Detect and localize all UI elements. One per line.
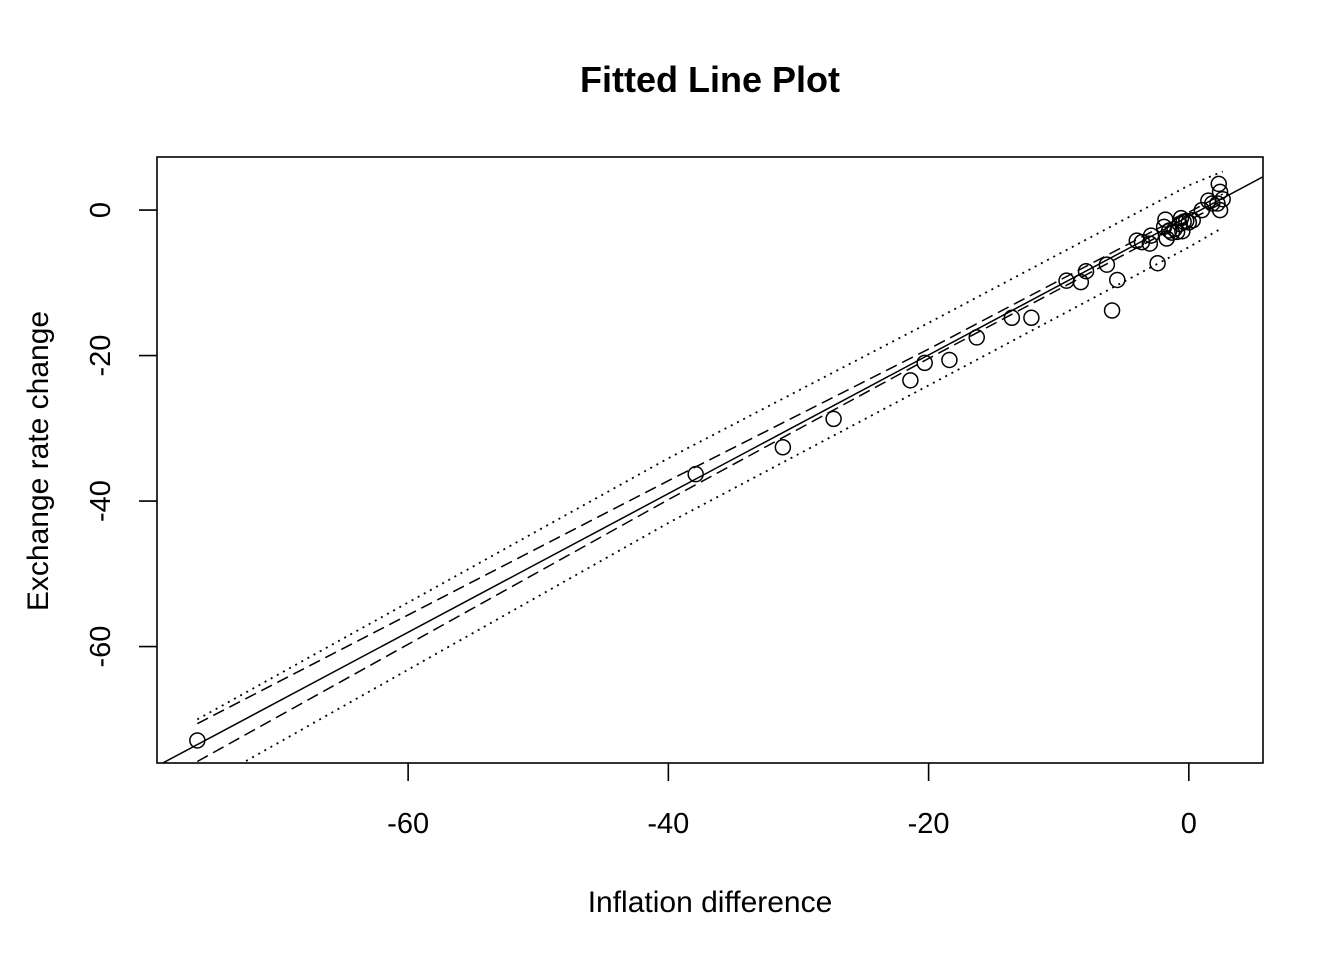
- y-tick-label: -20: [85, 335, 117, 377]
- data-point: [774, 439, 792, 456]
- data-point: [916, 354, 933, 372]
- data-point: [189, 732, 206, 749]
- data-point: [1214, 190, 1231, 208]
- data-point: [1210, 175, 1228, 193]
- data-point: [1103, 302, 1121, 319]
- data-point: [1023, 309, 1040, 327]
- data-point: [902, 372, 919, 389]
- x-axis-label: Inflation difference: [588, 886, 833, 919]
- data-point: [1133, 233, 1151, 251]
- data-point: [1077, 262, 1095, 280]
- data-point: [941, 351, 958, 369]
- data-point: [1098, 256, 1116, 273]
- y-axis-label: Exchange rate change: [22, 311, 55, 611]
- plot-frame: [156, 156, 1264, 764]
- x-tick-label: -40: [647, 808, 689, 840]
- data-point: [1174, 222, 1191, 240]
- data-point: [1211, 201, 1229, 219]
- data-point: [825, 410, 842, 428]
- data-point: [1003, 309, 1021, 327]
- confidence-band-upper: [196, 193, 1224, 725]
- data-point: [1142, 227, 1160, 244]
- y-tick-label: -40: [85, 480, 117, 522]
- x-axis: -60 -40 -20 0: [387, 763, 1197, 840]
- prediction-band-upper: [196, 170, 1224, 721]
- x-tick-label: 0: [1181, 808, 1197, 840]
- prediction-band-lower: [240, 226, 1224, 763]
- x-tick-label: -60: [387, 808, 429, 840]
- data-point: [1149, 254, 1166, 272]
- data-point: [1211, 183, 1229, 201]
- y-tick-label: -60: [85, 626, 117, 668]
- x-tick-label: -20: [908, 808, 950, 840]
- data-point: [1109, 271, 1126, 289]
- band-lines: [161, 170, 1263, 763]
- y-axis: 0 -20 -40 -60: [85, 202, 157, 668]
- data-point: [1184, 212, 1201, 229]
- data-points: [189, 175, 1231, 749]
- data-point: [1177, 212, 1195, 230]
- data-point: [968, 329, 985, 346]
- fitted-line: [161, 176, 1263, 763]
- data-point: [1141, 235, 1159, 252]
- chart-title: Fitted Line Plot: [580, 59, 840, 100]
- data-point: [687, 465, 704, 483]
- data-point: [1180, 214, 1198, 231]
- data-point: [1072, 273, 1090, 291]
- y-tick-label: 0: [85, 202, 117, 218]
- confidence-band-lower: [196, 202, 1224, 763]
